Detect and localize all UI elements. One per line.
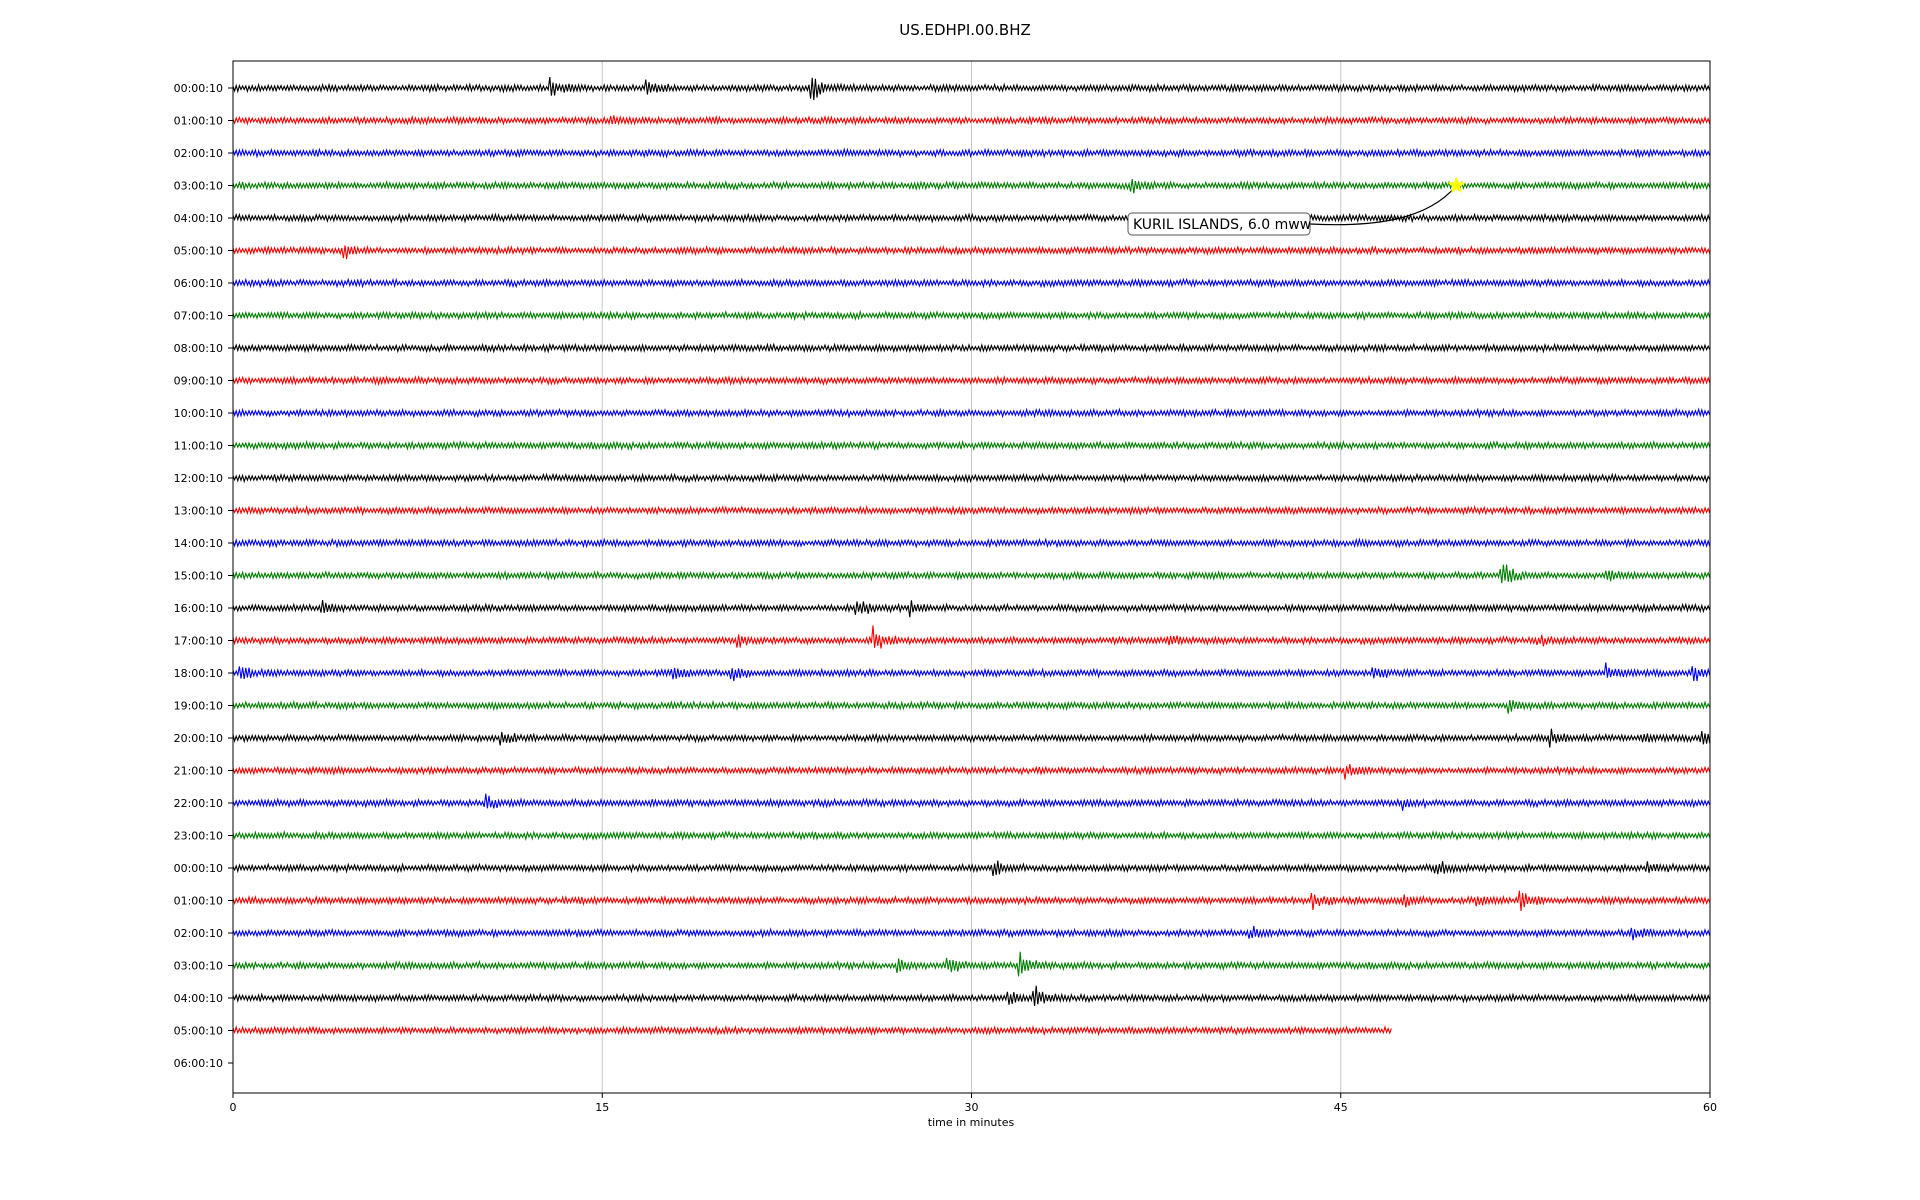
trace-line [232, 925, 1711, 941]
row-time-label: 09:00:10 [174, 375, 223, 388]
row-time-label: 06:00:10 [174, 277, 223, 290]
row-time-label: 08:00:10 [174, 342, 223, 355]
trace-line [232, 890, 1711, 911]
trace-line [232, 985, 1711, 1007]
event-star-icon [1447, 176, 1466, 194]
row-time-label: 13:00:10 [174, 505, 223, 518]
trace-line [232, 830, 1711, 842]
row-time-label: 01:00:10 [174, 895, 223, 908]
trace-line [232, 504, 1711, 517]
trace-line [232, 147, 1711, 159]
trace-line [232, 244, 1711, 260]
row-time-label: 14:00:10 [174, 537, 223, 550]
row-time-label: 04:00:10 [174, 212, 223, 225]
trace-line [232, 728, 1711, 748]
trace-line [232, 951, 1711, 977]
annotation-box [1127, 212, 1311, 236]
row-time-label: 02:00:10 [174, 147, 223, 160]
row-time-label: 20:00:10 [174, 732, 223, 745]
row-time-label: 00:00:10 [174, 862, 223, 875]
trace-line [232, 439, 1711, 452]
trace-line [232, 472, 1711, 484]
row-time-label: 00:00:10 [174, 82, 223, 95]
trace-line [232, 212, 1711, 224]
trace-line [232, 860, 1711, 877]
row-time-label: 22:00:10 [174, 797, 223, 810]
x-tick-label: 45 [1334, 1101, 1348, 1114]
trace-line [232, 342, 1711, 354]
trace-line [232, 662, 1711, 682]
row-time-label: 07:00:10 [174, 310, 223, 323]
row-time-label: 21:00:10 [174, 765, 223, 778]
row-time-label: 17:00:10 [174, 635, 223, 648]
annotation-text: KURIL ISLANDS, 6.0 mww [1133, 217, 1311, 233]
row-time-label: 16:00:10 [174, 602, 223, 615]
x-axis-label: time in minutes [928, 1116, 1015, 1129]
annotation-arrow [1309, 185, 1457, 226]
trace-line [232, 564, 1711, 584]
trace-line [232, 537, 1711, 549]
x-tick-label: 60 [1703, 1101, 1717, 1114]
row-time-label: 01:00:10 [174, 115, 223, 128]
chart-title: US.EDHPI.00.BHZ [899, 21, 1031, 39]
trace-line [232, 1024, 1392, 1037]
row-time-label: 04:00:10 [174, 992, 223, 1005]
trace-line [232, 793, 1711, 811]
row-time-label: 18:00:10 [174, 667, 223, 680]
row-time-label: 19:00:10 [174, 700, 223, 713]
x-tick-label: 30 [965, 1101, 979, 1114]
trace-line [232, 374, 1711, 387]
x-tick-label: 15 [595, 1101, 609, 1114]
row-time-label: 03:00:10 [174, 180, 223, 193]
trace-line [232, 625, 1711, 649]
row-time-label: 05:00:10 [174, 1025, 223, 1038]
trace-line [232, 178, 1711, 194]
trace-line [232, 309, 1711, 322]
trace-line [232, 407, 1711, 419]
row-time-label: 06:00:10 [174, 1057, 223, 1070]
trace-line [232, 764, 1711, 780]
row-time-label: 23:00:10 [174, 830, 223, 843]
row-time-label: 12:00:10 [174, 472, 223, 485]
row-time-label: 10:00:10 [174, 407, 223, 420]
row-time-label: 05:00:10 [174, 245, 223, 258]
trace-line [232, 77, 1711, 101]
trace-group [232, 77, 1711, 1037]
trace-line [232, 277, 1711, 289]
row-labels: 00:00:10 01:00:10 02:00:10 03:00:10 04:00:10… [174, 82, 233, 1070]
trace-line [232, 600, 1711, 618]
x-tick-label: 0 [230, 1101, 237, 1114]
row-time-label: 02:00:10 [174, 927, 223, 940]
row-time-label: 11:00:10 [174, 440, 223, 453]
row-time-label: 03:00:10 [174, 960, 223, 973]
row-time-label: 15:00:10 [174, 570, 223, 583]
x-axis-ticks: 0 15 30 45 60 [230, 1093, 1717, 1114]
event-annotation: KURIL ISLANDS, 6.0 mww [1127, 176, 1466, 236]
trace-line [232, 699, 1711, 714]
trace-line [232, 114, 1711, 127]
